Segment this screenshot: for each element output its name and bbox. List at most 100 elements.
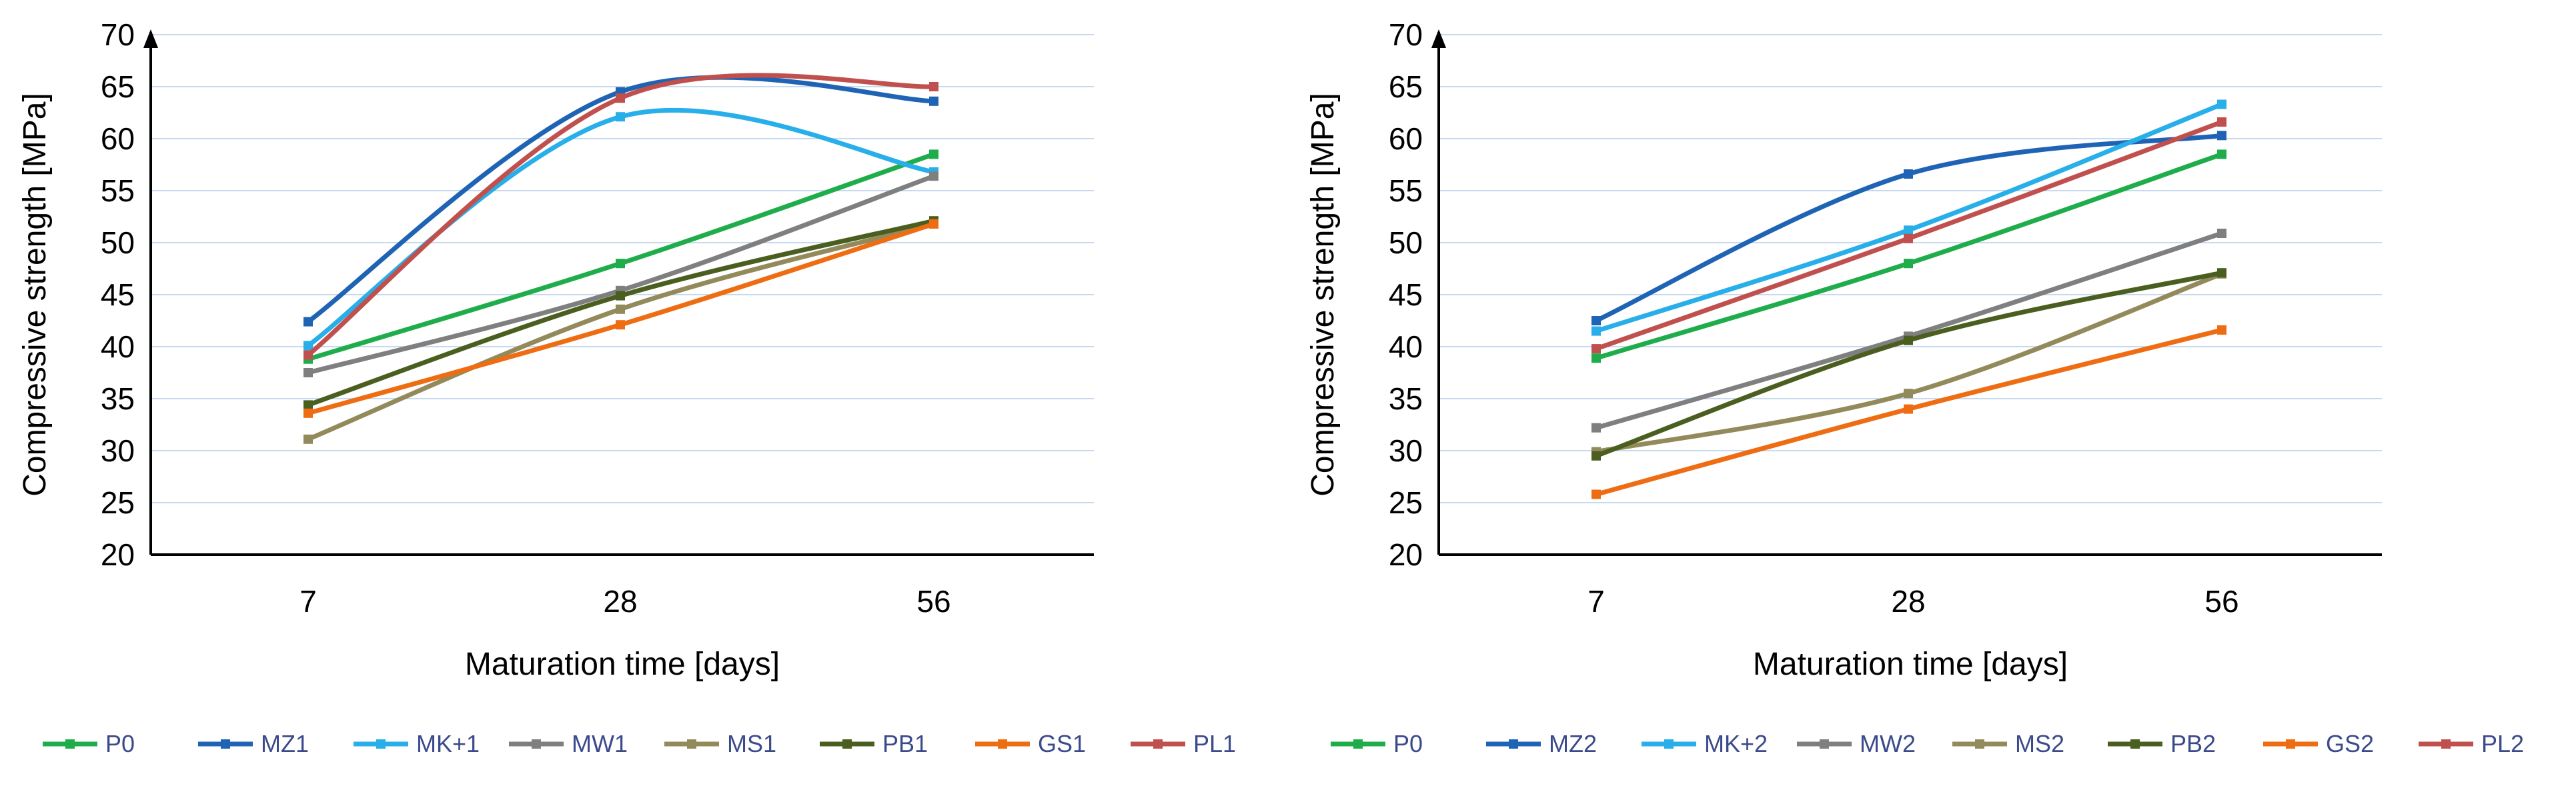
legend-label: GS1 (1038, 730, 1086, 757)
series-mk-2 (1591, 99, 2226, 336)
legend-label: PB2 (2170, 730, 2216, 757)
x-tick-label: 7 (299, 584, 317, 619)
y-tick-label: 50 (1389, 225, 1423, 260)
legend-marker (1664, 739, 1674, 749)
legend-marker (532, 739, 541, 749)
y-tick-label: 55 (1389, 173, 1423, 208)
x-tick-label: 28 (1891, 584, 1925, 619)
y-tick-label: 40 (101, 329, 135, 364)
legend-item: MZ2 (1486, 730, 1597, 757)
data-point (1591, 316, 1601, 325)
legend-label: MS2 (2015, 730, 2064, 757)
data-point (2217, 268, 2226, 278)
legend-marker (1975, 739, 1984, 749)
data-point (929, 96, 938, 106)
x-tick-label: 28 (603, 584, 637, 619)
y-tick-label: 30 (1389, 433, 1423, 468)
legend-label: PB1 (882, 730, 928, 757)
series-line (305, 221, 936, 416)
chart-right: 20 25 30 35 40 45 50 55 60 65 70 7 28 56 Maturation ti… (1288, 0, 2576, 786)
legend-label: MK+1 (416, 730, 480, 757)
y-tick-label: 30 (101, 433, 135, 468)
data-point (616, 259, 625, 269)
legend-item: MW1 (509, 730, 628, 757)
series-mz2 (1591, 131, 2226, 325)
data-point (2217, 325, 2226, 335)
legend-item: MS1 (664, 730, 776, 757)
data-point (616, 320, 625, 330)
y-tick-label: 35 (1389, 381, 1423, 416)
legend-marker (2286, 739, 2295, 749)
legend-marker (1153, 739, 1163, 749)
legend-item: MW2 (1797, 730, 1916, 757)
legend-item: GS1 (975, 730, 1086, 757)
legend-marker (687, 739, 696, 749)
legend-label: MK+2 (1704, 730, 1768, 757)
y-tick-label: 25 (1389, 485, 1423, 520)
data-point (1591, 326, 1601, 336)
data-point (1904, 225, 1913, 235)
legend-label: MZ2 (1549, 730, 1597, 757)
y-tick-label: 70 (101, 17, 135, 52)
y-tick-label: 65 (101, 69, 135, 104)
series-gs2 (1591, 325, 2226, 499)
data-point (929, 219, 938, 229)
data-point (2217, 99, 2226, 109)
chart-left: 20 25 30 35 40 45 50 55 60 65 70 7 28 56 Maturation ti… (17, 17, 1236, 757)
legend: P0 MZ1 MK+1 MW1 MS1 PB1 GS1 PL1 (43, 730, 1236, 757)
series-pl1 (303, 73, 938, 360)
x-tick-label: 7 (1587, 584, 1605, 619)
data-point (929, 171, 938, 181)
data-point (303, 434, 313, 444)
legend-item: GS2 (2263, 730, 2374, 757)
series-pl2 (1591, 117, 2226, 354)
data-point (2217, 117, 2226, 127)
y-tick-label: 20 (1389, 537, 1423, 572)
series-mw1 (303, 171, 938, 377)
data-point (303, 400, 313, 410)
legend-label: PL1 (1193, 730, 1236, 757)
legend-marker (1353, 739, 1363, 749)
legend-item: MK+2 (1642, 730, 1768, 757)
legend-label: MW2 (1860, 730, 1916, 757)
data-point (1904, 259, 1913, 269)
data-point (303, 368, 313, 377)
data-point (1904, 169, 1913, 179)
legend-item: PB1 (820, 730, 928, 757)
data-point (2217, 131, 2226, 141)
legend-item: PL2 (2419, 730, 2524, 757)
data-point (929, 82, 938, 91)
x-tick-label: 56 (916, 584, 950, 619)
legend-label: GS2 (2326, 730, 2374, 757)
series-p0 (303, 149, 938, 364)
y-tick-label: 55 (101, 173, 135, 208)
legend-marker (1509, 739, 1518, 749)
legend-marker (998, 739, 1007, 749)
data-point (1591, 489, 1601, 499)
y-tick-label: 25 (101, 485, 135, 520)
legend-item: P0 (43, 730, 135, 757)
data-point (1591, 451, 1601, 461)
y-tick-label: 20 (101, 537, 135, 572)
legend-item: PL1 (1131, 730, 1236, 757)
x-tick-label: 56 (2204, 584, 2238, 619)
y-axis-arrow-icon (143, 29, 158, 48)
x-axis-title: Maturation time [days] (1753, 647, 2068, 682)
y-tick-label: 70 (1389, 17, 1423, 52)
y-tick-label: 35 (101, 381, 135, 416)
y-tick-label: 60 (1389, 121, 1423, 156)
data-point (2217, 229, 2226, 238)
legend-marker (221, 739, 230, 749)
legend-label: PL2 (2481, 730, 2524, 757)
legend-label: P0 (105, 730, 135, 757)
legend-marker (1820, 739, 1829, 749)
legend-marker (842, 739, 852, 749)
data-point (1904, 335, 1913, 345)
legend-item: PB2 (2108, 730, 2216, 757)
series-pb2 (1591, 268, 2226, 461)
data-point (1591, 423, 1601, 433)
y-axis-arrow-icon (1431, 29, 1446, 48)
legend-item: MZ1 (198, 730, 309, 757)
gridlines (151, 34, 1094, 503)
gridlines (1439, 34, 2382, 503)
